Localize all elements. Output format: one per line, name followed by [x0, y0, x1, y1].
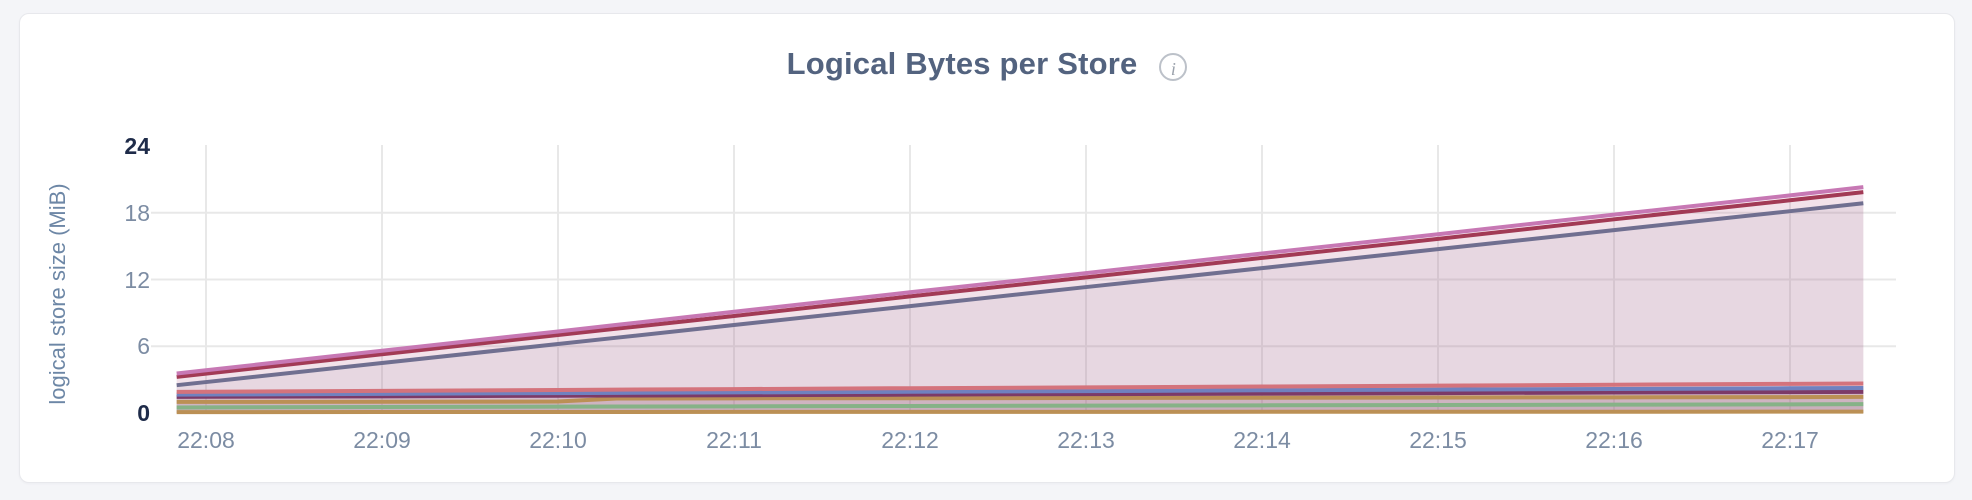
y-tick-6: 6: [137, 333, 150, 360]
series-3-area: [176, 203, 1864, 413]
chart-header: Logical Bytes per Store i: [20, 44, 1954, 84]
series-7-line: [176, 394, 1864, 404]
chart-card: Logical Bytes per Store i logical store …: [19, 13, 1955, 483]
series-1-area: [176, 187, 1864, 413]
x-tick-22:09: 22:09: [353, 427, 411, 453]
series-4-line: [176, 381, 1864, 394]
x-tick-22:17: 22:17: [1761, 427, 1819, 453]
x-tick-22:08: 22:08: [177, 427, 235, 453]
series-6-line: [176, 389, 1864, 399]
chart-title: Logical Bytes per Store: [786, 46, 1138, 81]
x-tick-22:15: 22:15: [1409, 427, 1467, 453]
x-tick-22:13: 22:13: [1057, 427, 1115, 453]
y-tick-12: 12: [124, 266, 150, 293]
x-tick-22:10: 22:10: [529, 427, 587, 453]
series-3-line: [176, 201, 1864, 388]
y-tick-24: 24: [124, 133, 150, 159]
x-tick-22:16: 22:16: [1585, 427, 1643, 453]
series-5-line: [176, 385, 1864, 397]
info-icon[interactable]: i: [1159, 52, 1188, 81]
series-8-line: [176, 402, 1864, 410]
plot-area[interactable]: [151, 141, 1911, 421]
x-tick-22:12: 22:12: [881, 427, 939, 453]
series-2-line: [176, 190, 1864, 379]
series-1-line: [176, 185, 1864, 376]
x-tick-22:11: 22:11: [706, 427, 762, 453]
y-tick-0: 0: [137, 400, 150, 426]
y-tick-18: 18: [124, 199, 150, 226]
x-tick-22:14: 22:14: [1233, 427, 1291, 453]
